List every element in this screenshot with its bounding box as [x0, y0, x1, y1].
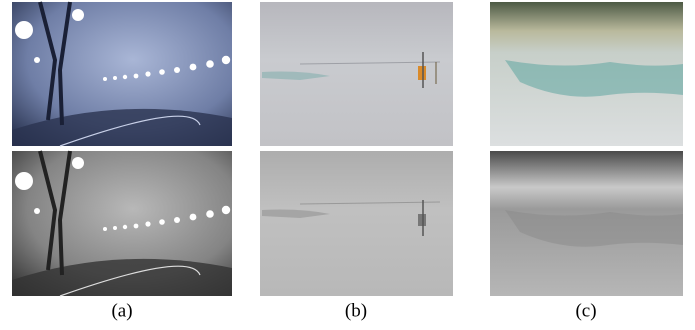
photo-a-color [12, 2, 232, 146]
photo-c-gray [490, 151, 683, 296]
panel-label: (b) [345, 300, 367, 321]
panel-label: (c) [575, 300, 596, 321]
figure: (a) (b) (c) [0, 0, 695, 330]
photo-b-gray [260, 151, 453, 296]
photo-a-gray [12, 151, 232, 296]
photo-c-color [490, 2, 683, 146]
photo-b-color [260, 2, 453, 146]
panel-label: (a) [111, 300, 132, 321]
